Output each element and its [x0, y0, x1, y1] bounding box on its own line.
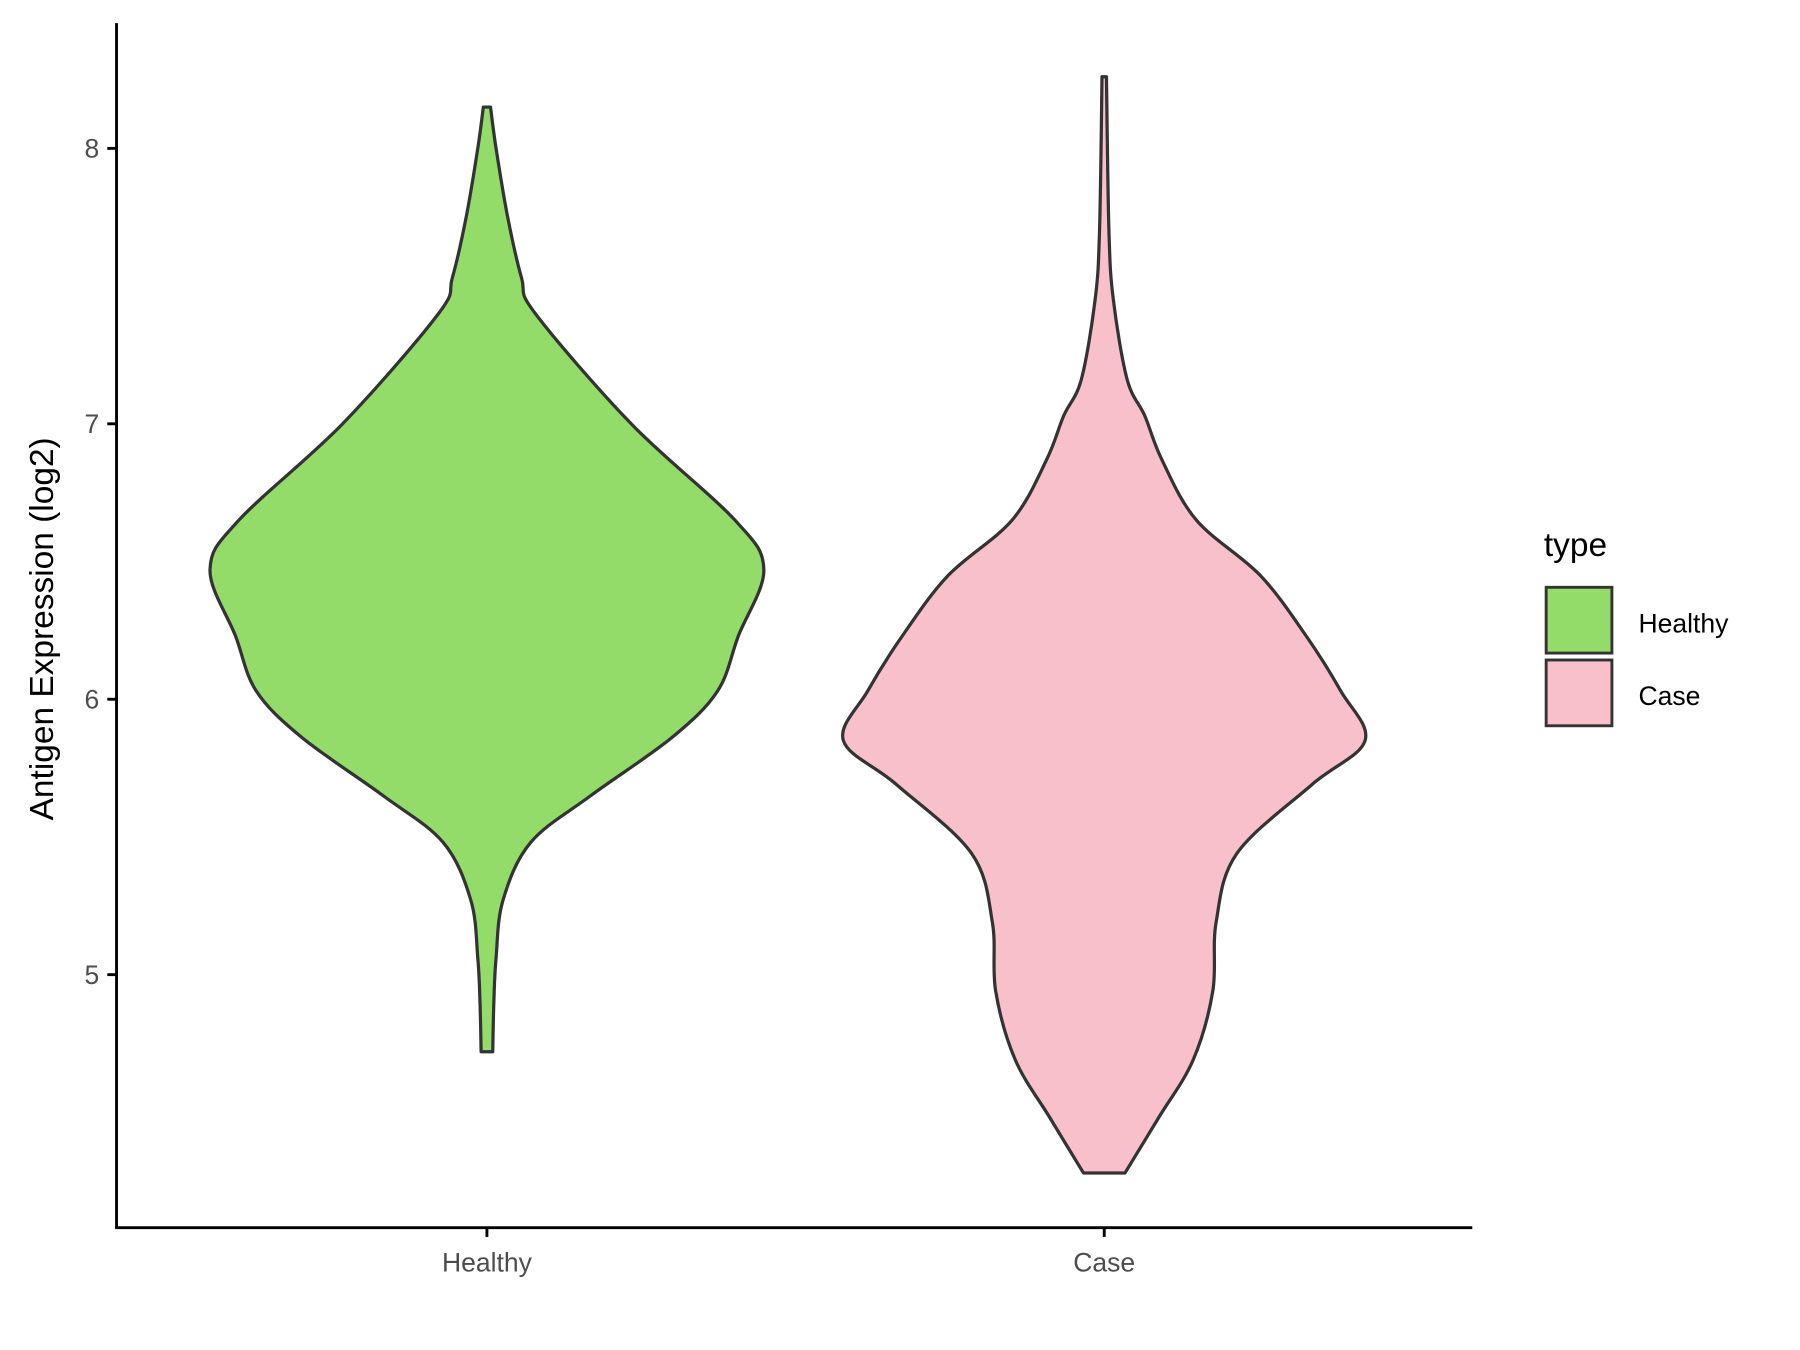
x-tick-label: Healthy — [442, 1248, 533, 1278]
violin-case — [841, 75, 1368, 1175]
y-axis-title: Antigen Expression (log2) — [24, 437, 61, 820]
legend-label-healthy: Healthy — [1638, 608, 1729, 638]
y-tick-label: 6 — [84, 684, 99, 714]
legend-swatch-case — [1544, 658, 1614, 728]
y-tick-label: 5 — [84, 960, 99, 990]
x-ticks: Healthy Case — [442, 1227, 1135, 1278]
legend-item-case: Case — [1544, 658, 1700, 728]
violin-healthy — [208, 105, 766, 1054]
violins — [208, 75, 1368, 1175]
y-tick-label: 8 — [84, 134, 99, 164]
legend-label-case: Case — [1638, 681, 1700, 711]
x-tick-label: Case — [1073, 1248, 1135, 1278]
legend-swatch-healthy — [1544, 585, 1614, 655]
y-tick-label: 7 — [84, 409, 99, 439]
legend-title: type — [1544, 527, 1607, 564]
legend-item-healthy: Healthy — [1544, 585, 1729, 655]
y-ticks: 5 6 7 8 — [84, 134, 117, 990]
